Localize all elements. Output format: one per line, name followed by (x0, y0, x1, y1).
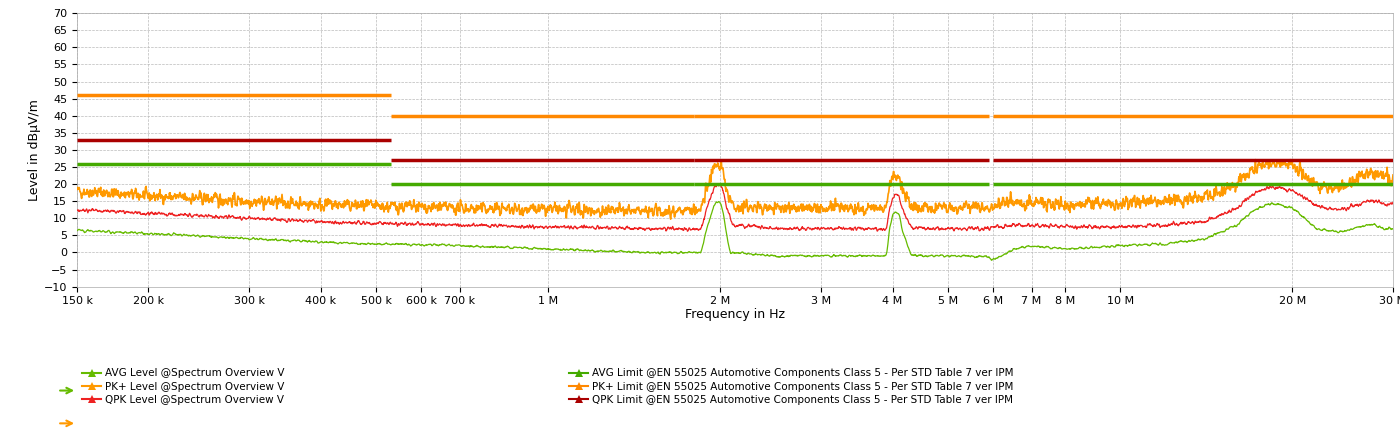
Y-axis label: Level in dBμV/m: Level in dBμV/m (28, 99, 41, 201)
Legend: AVG Limit @EN 55025 Automotive Components Class 5 - Per STD Table 7 ver IPM, PK+: AVG Limit @EN 55025 Automotive Component… (570, 368, 1014, 405)
X-axis label: Frequency in Hz: Frequency in Hz (685, 308, 785, 321)
